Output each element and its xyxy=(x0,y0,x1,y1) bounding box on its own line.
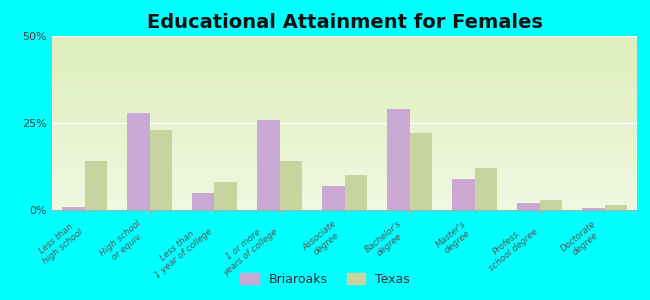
Bar xyxy=(582,208,604,210)
Bar xyxy=(604,205,627,210)
Title: Educational Attainment for Females: Educational Attainment for Females xyxy=(146,13,543,32)
Bar xyxy=(474,168,497,210)
Bar xyxy=(280,161,302,210)
Bar xyxy=(322,186,344,210)
Bar xyxy=(214,182,237,210)
Bar xyxy=(452,179,474,210)
Bar xyxy=(387,109,410,210)
Bar xyxy=(192,193,215,210)
Bar xyxy=(344,175,367,210)
Bar xyxy=(257,119,280,210)
Bar xyxy=(127,112,150,210)
Bar xyxy=(410,134,432,210)
Bar xyxy=(84,161,107,210)
Bar xyxy=(540,200,562,210)
Bar xyxy=(62,206,84,210)
Bar xyxy=(517,203,540,210)
Legend: Briaroaks, Texas: Briaroaks, Texas xyxy=(235,268,415,291)
Bar xyxy=(150,130,172,210)
